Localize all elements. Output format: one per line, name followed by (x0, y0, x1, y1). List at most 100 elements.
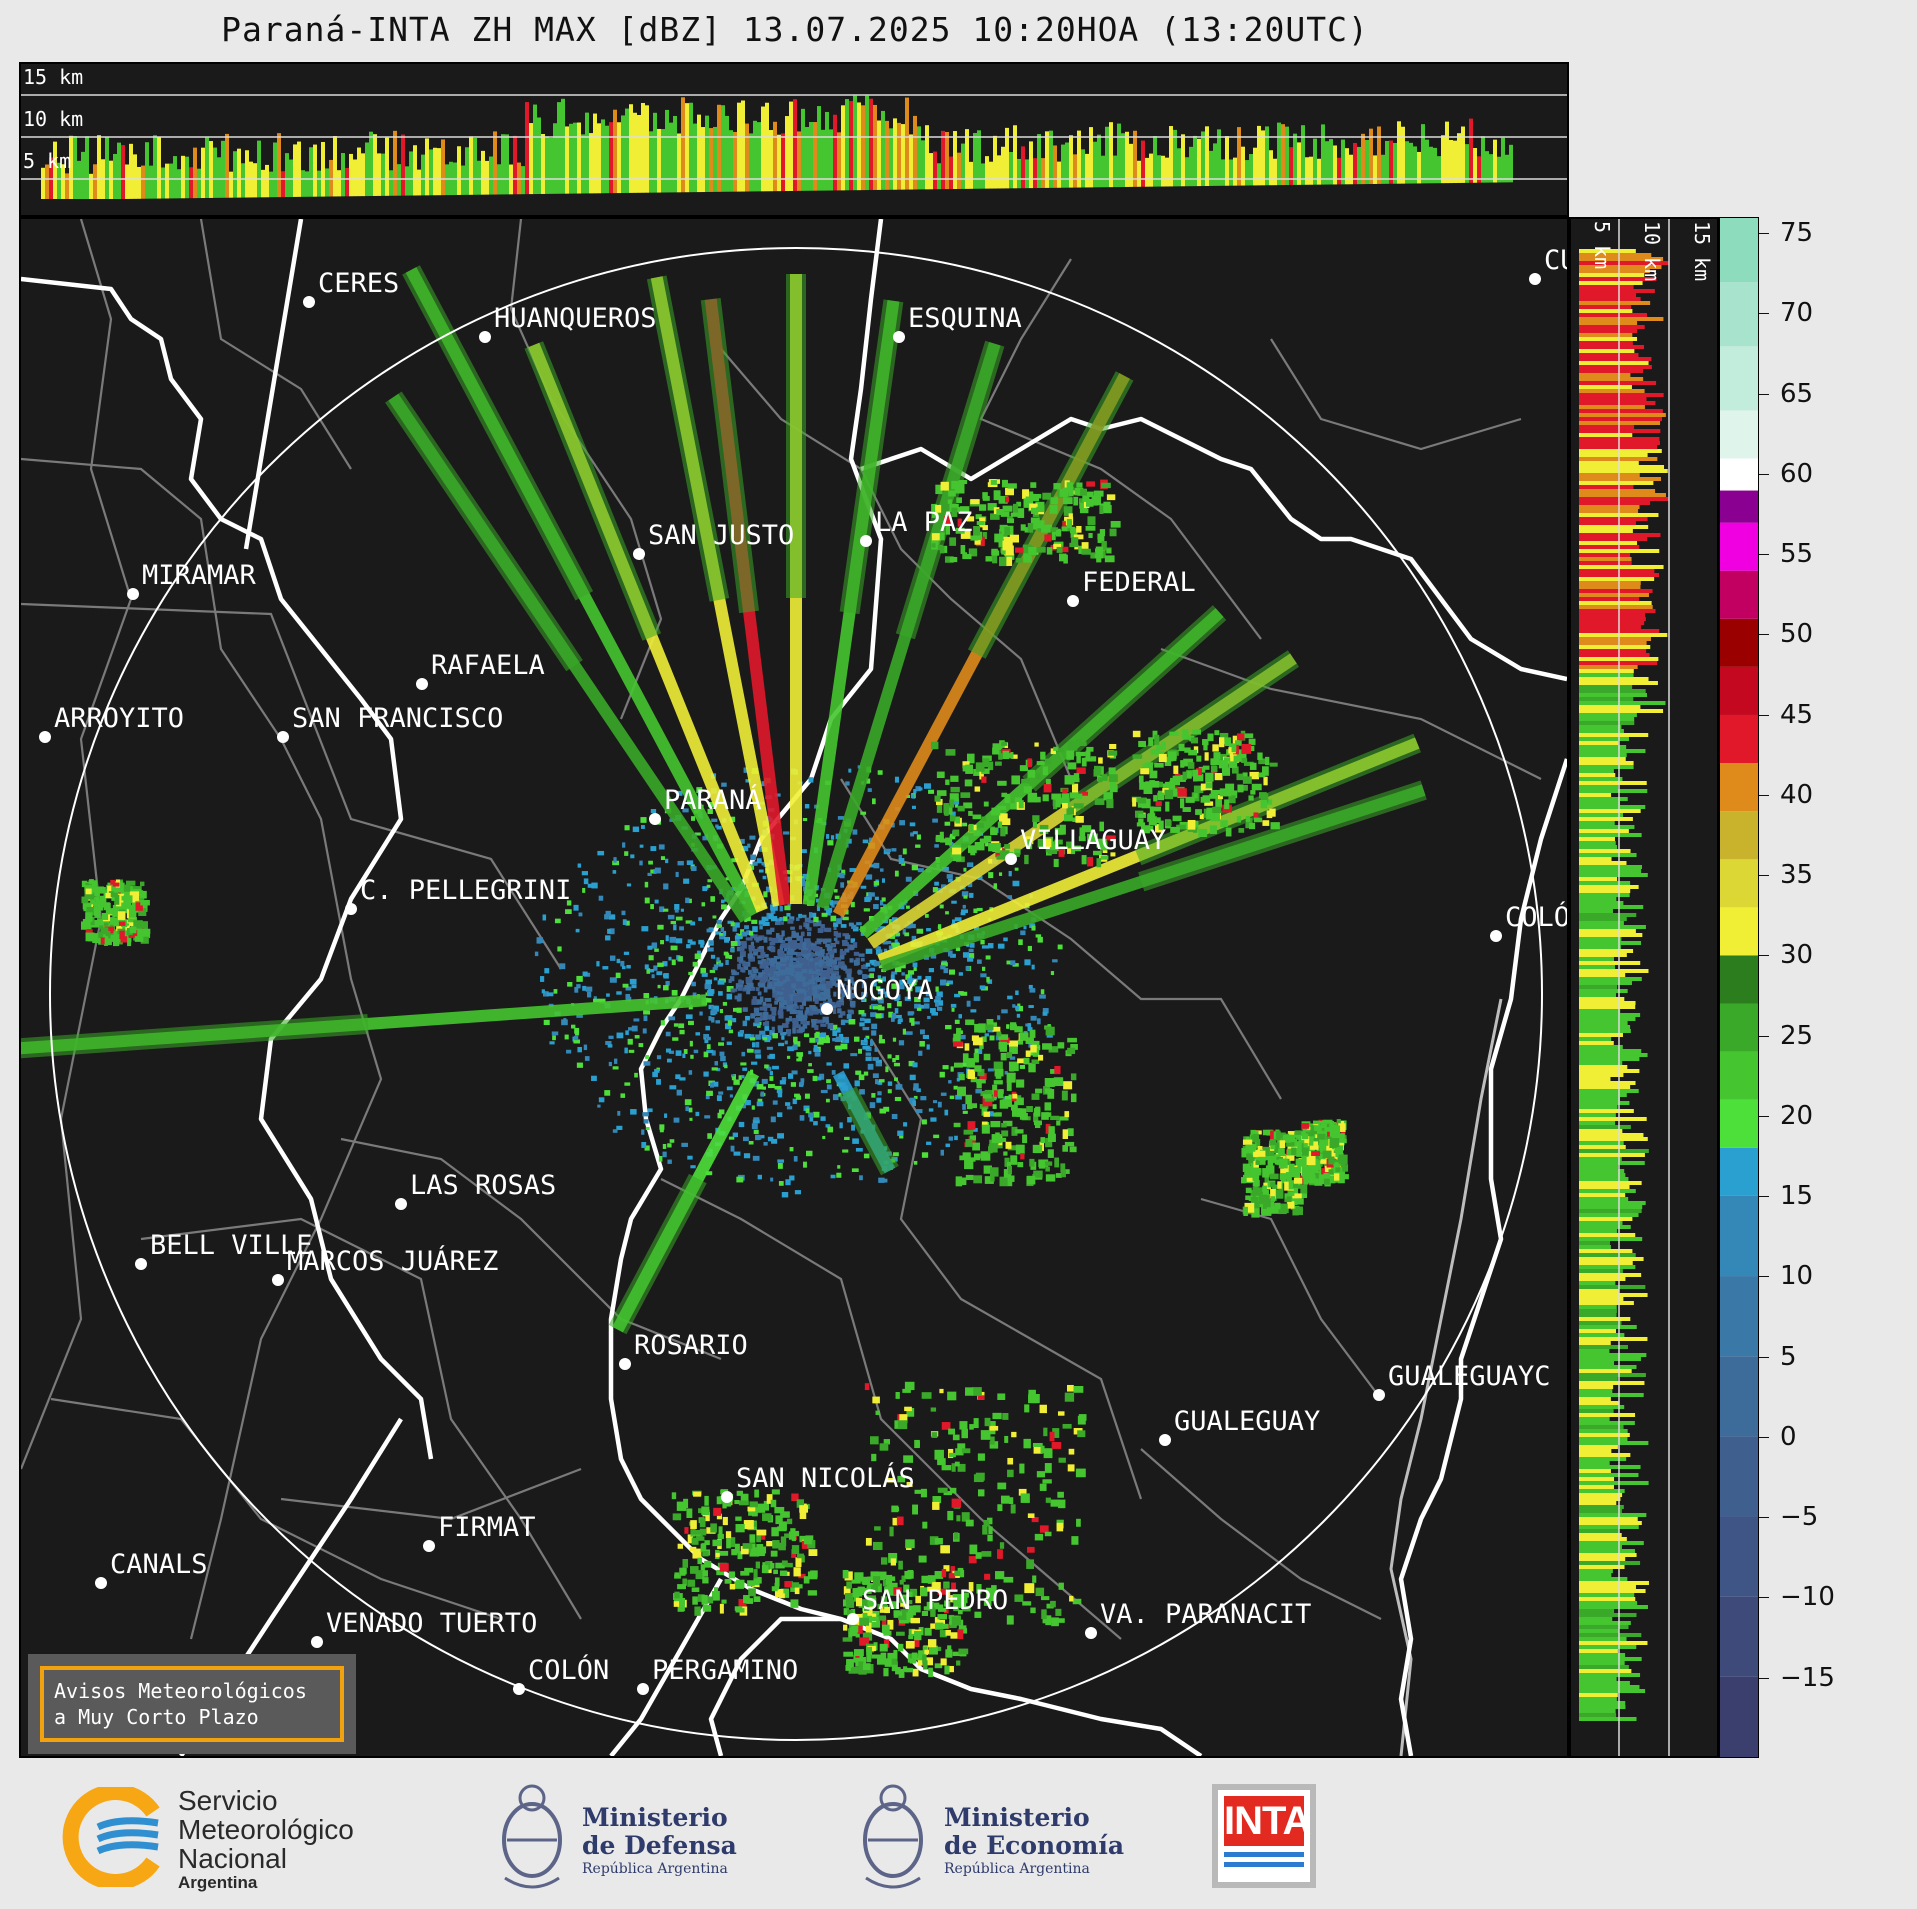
colorbar-band (1720, 410, 1758, 459)
altitude-label: 10 km (1640, 221, 1664, 281)
city-marker (277, 731, 289, 743)
city-label: GUALEGUAY (1174, 1406, 1320, 1437)
defensa-logo-text: Ministerio de Defensa República Argentin… (582, 1804, 737, 1878)
inta-logo-icon: INTA (1212, 1784, 1316, 1888)
colorbar-band (1720, 1516, 1758, 1597)
top-cross-section: 15 km 10 km 5 km (19, 62, 1569, 217)
uruguay-river (1389, 998, 1503, 1756)
defensa-line1: Ministerio (582, 1803, 728, 1832)
colorbar-tick (1759, 714, 1769, 716)
colorbar-tick-label: −10 (1780, 1582, 1835, 1613)
colorbar-tick-label: 25 (1780, 1020, 1814, 1051)
smn-logo-text: Servicio Meteorológico Nacional Argentin… (178, 1786, 354, 1893)
colorbar-tick (1759, 875, 1769, 877)
city-marker (847, 1613, 859, 1625)
colorbar-band (1720, 666, 1758, 715)
footer-logos: Servicio Meteorológico Nacional Argentin… (0, 1760, 1917, 1909)
defensa-line2: de Defensa (582, 1831, 737, 1860)
city-marker (303, 296, 315, 308)
colorbar-tick (1759, 1356, 1769, 1358)
city-label: VENADO TUERTO (326, 1608, 537, 1639)
map-title: Paraná-INTA ZH MAX [dBZ] 13.07.2025 10:2… (221, 10, 1369, 49)
colorbar-band (1720, 1099, 1758, 1148)
colorbar-band (1720, 1003, 1758, 1052)
warning-box[interactable]: Avisos Meteorológicos a Muy Corto Plazo (28, 1654, 356, 1754)
economia-line1: Ministerio (944, 1803, 1090, 1832)
city-label: GUALEGUAYC (1388, 1361, 1551, 1392)
city-marker (637, 1683, 649, 1695)
colorbar-band (1720, 1676, 1758, 1757)
coat-of-arms-icon (502, 1784, 562, 1889)
city-marker (479, 331, 491, 343)
right-cross-section-plot: 5 km 10 km 15 km (1579, 219, 1714, 1756)
altitude-label: 15 km (1690, 221, 1714, 281)
economia-line2: de Economía (944, 1831, 1125, 1860)
city-marker (95, 1577, 107, 1589)
colorbar-tick-label: 10 (1780, 1261, 1814, 1292)
warning-line1: Avisos Meteorológicos (54, 1679, 307, 1703)
city-label: ARROYITO (54, 703, 184, 734)
right-cross-section: 5 km 10 km 15 km (1569, 217, 1719, 1758)
colorbar-tick (1759, 313, 1769, 315)
city-marker (39, 731, 51, 743)
colorbar-band (1720, 811, 1758, 860)
radar-map[interactable]: CERES HUANQUEROS ESQUINA CU SAN JUSTO LA PAZ M… (19, 217, 1569, 1758)
city-marker (513, 1683, 525, 1695)
altitude-label: 10 km (23, 107, 83, 131)
colorbar-band (1720, 1276, 1758, 1357)
city-marker (860, 535, 872, 547)
top-cross-section-plot: 15 km 10 km 5 km (21, 65, 1567, 199)
altitude-label: 5 km (1590, 221, 1614, 269)
colorbar-tick (1759, 393, 1769, 395)
colorbar-tick (1759, 554, 1769, 556)
colorbar-band (1720, 490, 1758, 523)
city-marker (721, 1491, 733, 1503)
colorbar-tick-label: 60 (1780, 458, 1814, 489)
colorbar-tick (1759, 1677, 1769, 1679)
city-label: LA PAZ (875, 507, 973, 538)
city-label: CU (1544, 245, 1567, 276)
city-label: PERGAMINO (652, 1655, 798, 1686)
city-marker (1490, 930, 1502, 942)
city-marker (1159, 1434, 1171, 1446)
colorbar-tick (1759, 1035, 1769, 1037)
colorbar-tick-label: 75 (1780, 218, 1814, 249)
city-label: CANALS (110, 1549, 208, 1580)
colorbar-band (1720, 1195, 1758, 1277)
colorbar-tick-label: 45 (1780, 699, 1814, 730)
economia-logo-text: Ministerio de Economía República Argenti… (944, 1804, 1124, 1878)
province-borders (21, 219, 1567, 1756)
dbz-colorbar (1719, 217, 1759, 1758)
colorbar-tick-label: 70 (1780, 298, 1814, 329)
city-marker (821, 1003, 833, 1015)
city-label: FIRMAT (438, 1512, 536, 1543)
smn-line2: Meteorológico (178, 1814, 354, 1845)
colorbar-tick (1759, 1115, 1769, 1117)
city-marker (135, 1258, 147, 1270)
city-markers: CERES HUANQUEROS ESQUINA CU SAN JUSTO LA PAZ M… (39, 245, 1567, 1695)
city-label: FEDERAL (1082, 567, 1196, 598)
city-marker (127, 588, 139, 600)
altitude-label: 15 km (23, 65, 83, 89)
colorbar-tick (1759, 473, 1769, 475)
colorbar-tick-label: 15 (1780, 1181, 1814, 1212)
city-label: ROSARIO (634, 1330, 748, 1361)
city-label: PARANÁ (664, 784, 762, 816)
city-marker (345, 903, 357, 915)
city-label: MIRAMAR (142, 560, 257, 591)
range-ring (49, 247, 1543, 1741)
city-marker (893, 331, 905, 343)
city-label: LAS ROSAS (410, 1170, 556, 1201)
colorbar-band (1720, 346, 1758, 411)
top-echo-field (41, 95, 1513, 199)
right-echo-field (1579, 249, 1669, 1721)
colorbar-bands (1720, 218, 1758, 1757)
colorbar-tick-label: 65 (1780, 378, 1814, 409)
city-label: SAN JUSTO (648, 520, 794, 551)
city-label: NOGOYA (836, 975, 934, 1006)
inta-logo-text: INTA (1224, 1796, 1311, 1846)
city-label: MARCOS JUÁREZ (287, 1245, 498, 1277)
city-marker (633, 548, 645, 560)
altitude-label: 5 km (23, 149, 71, 173)
colorbar-tick (1759, 233, 1769, 235)
